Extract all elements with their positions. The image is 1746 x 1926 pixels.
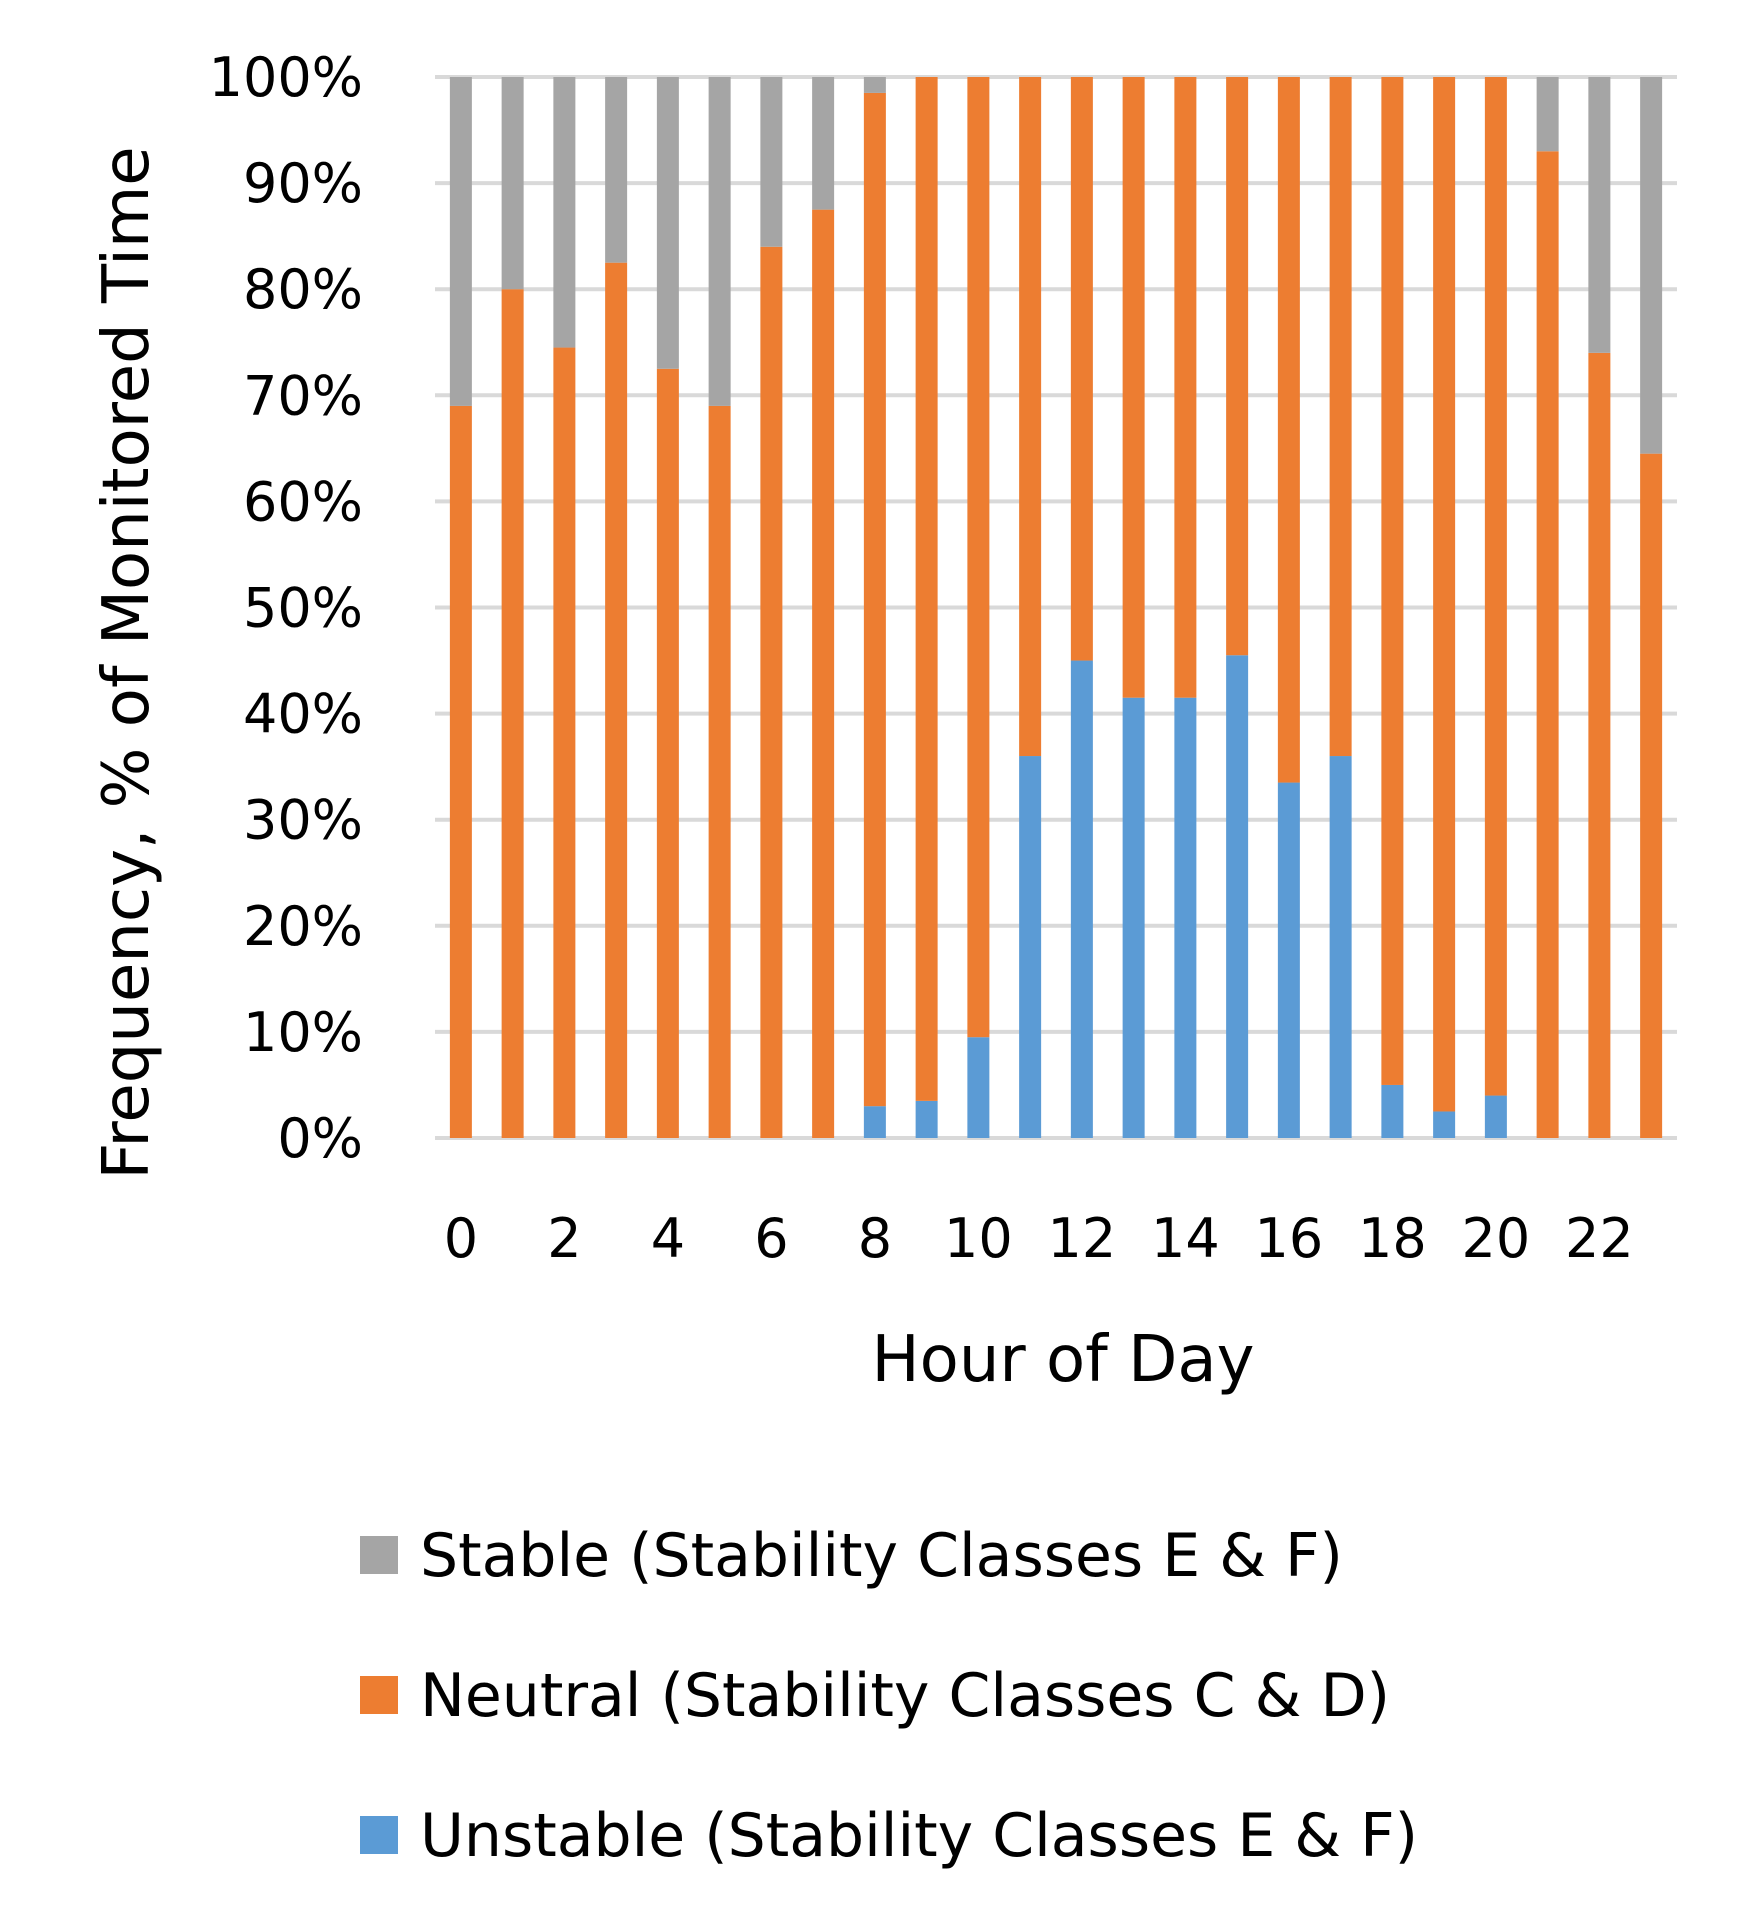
x-tick-label: 16 [1255, 1207, 1324, 1270]
bar-segment-neutral [967, 77, 990, 1038]
y-tick-label: 80% [243, 258, 363, 321]
bar-segment-neutral [553, 347, 576, 1138]
y-tick-label: 90% [243, 152, 363, 215]
legend-swatch [360, 1536, 398, 1574]
bar-segment-neutral [605, 262, 628, 1138]
bar-segment-unstable [863, 1106, 886, 1138]
bar-segment-unstable [1329, 756, 1352, 1138]
bar-segment-neutral [1226, 77, 1249, 656]
bar-segment-unstable [1433, 1111, 1456, 1138]
y-tick-label: 20% [243, 895, 363, 958]
x-tick-label: 2 [547, 1207, 581, 1270]
bar-segment-neutral [1433, 77, 1456, 1112]
legend-label: Neutral (Stability Classes C & D) [420, 1661, 1390, 1731]
y-tick-label: 60% [243, 470, 363, 533]
bar-segment-neutral [1019, 77, 1042, 757]
legend-swatch [360, 1676, 398, 1714]
bar-segment-stable [863, 77, 886, 93]
bar-segment-stable [760, 77, 783, 247]
bar-segment-stable [708, 77, 731, 406]
bar-segment-neutral [1070, 77, 1093, 661]
legend-label: Stable (Stability Classes E & F) [420, 1521, 1343, 1591]
bar-segment-unstable [967, 1037, 990, 1138]
bar-segment-neutral [863, 92, 886, 1107]
legend-label: Unstable (Stability Classes E & F) [420, 1801, 1418, 1871]
x-tick-label: 10 [944, 1207, 1013, 1270]
bar-segment-stable [812, 77, 835, 210]
bar-segment-neutral [1277, 77, 1300, 783]
bar-segment-neutral [708, 405, 731, 1138]
bar-segment-unstable [1174, 697, 1197, 1138]
bar-segment-stable [656, 77, 679, 369]
bar-segment-neutral [1122, 77, 1145, 698]
x-tick-label: 20 [1462, 1207, 1531, 1270]
bar-segment-neutral [1174, 77, 1197, 698]
bar-segment-neutral [1381, 77, 1404, 1085]
gridlines [435, 75, 1677, 1140]
y-tick-label: 0% [277, 1107, 363, 1170]
legend: Stable (Stability Classes E & F) Neutral … [360, 1521, 1418, 1871]
bar-segment-unstable [1484, 1095, 1507, 1138]
bar-segment-neutral [760, 246, 783, 1138]
bar-segment-stable [501, 77, 524, 290]
bar-segment-neutral [812, 209, 835, 1138]
bar-segment-stable [1640, 77, 1663, 454]
bar-segment-stable [1588, 77, 1611, 353]
bar-segment-neutral [656, 368, 679, 1138]
bar-segment-neutral [1484, 77, 1507, 1096]
bar-segment-neutral [1536, 151, 1559, 1138]
bar-segment-neutral [449, 405, 472, 1138]
x-tick-label: 22 [1565, 1207, 1634, 1270]
x-tick-label: 12 [1048, 1207, 1117, 1270]
legend-swatch [360, 1816, 398, 1854]
bar-segment-stable [553, 77, 576, 348]
bar-segment-unstable [1019, 756, 1042, 1138]
bar-segment-neutral [1588, 352, 1611, 1138]
bar-segment-unstable [1277, 782, 1300, 1138]
y-axis-ticks: 0% 10% 20% 30% 40% 50% 60% 70% 80% 90% 100% [209, 46, 363, 1170]
bar-segment-neutral [915, 77, 938, 1101]
bar-segment-unstable [1381, 1084, 1404, 1138]
bar-segment-stable [605, 77, 628, 263]
bar-segment-stable [449, 77, 472, 406]
y-axis-title: Frequency, % of Monitored Time [90, 146, 164, 1179]
x-tick-label: 18 [1358, 1207, 1427, 1270]
x-tick-label: 0 [444, 1207, 478, 1270]
y-tick-label: 50% [243, 577, 363, 640]
bar-segment-unstable [915, 1100, 938, 1138]
x-tick-label: 8 [858, 1207, 892, 1270]
bar-segment-stable [1536, 77, 1559, 152]
bar-segment-unstable [1070, 660, 1093, 1138]
y-tick-label: 30% [243, 789, 363, 852]
bar-segment-unstable [1226, 655, 1249, 1138]
y-tick-label: 10% [243, 1001, 363, 1064]
y-tick-label: 100% [209, 46, 363, 109]
x-tick-label: 14 [1151, 1207, 1220, 1270]
x-axis-title: Hour of Day [872, 1323, 1255, 1397]
x-tick-label: 6 [754, 1207, 788, 1270]
x-tick-label: 4 [651, 1207, 685, 1270]
bars [449, 77, 1663, 1138]
bar-segment-neutral [1640, 453, 1663, 1138]
x-axis-ticks: 0 2 4 6 8 10 12 14 16 18 20 22 [444, 1207, 1634, 1270]
bar-segment-neutral [501, 289, 524, 1138]
bar-segment-neutral [1329, 77, 1352, 757]
y-tick-label: 70% [243, 364, 363, 427]
y-tick-label: 40% [243, 683, 363, 746]
bar-segment-unstable [1122, 697, 1145, 1138]
